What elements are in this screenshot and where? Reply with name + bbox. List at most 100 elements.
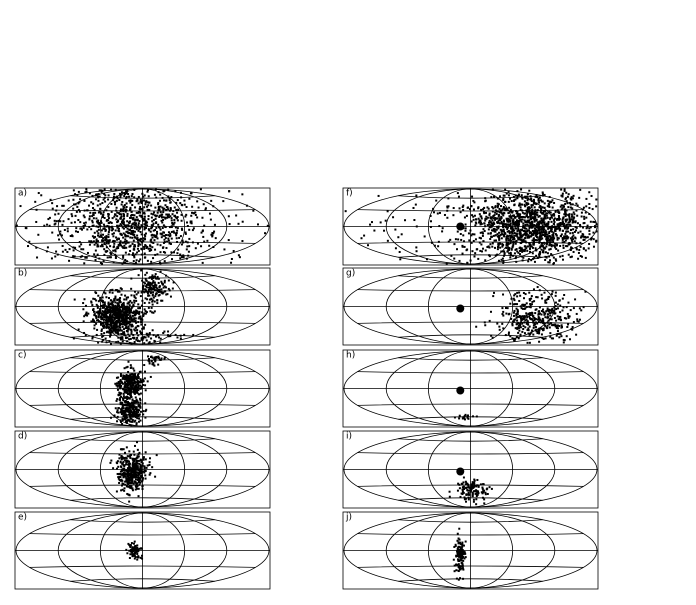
event-dot xyxy=(127,475,130,478)
event-dot xyxy=(129,409,132,412)
event-dot xyxy=(95,292,98,295)
event-dot xyxy=(190,222,193,225)
event-dot xyxy=(101,335,104,338)
event-dot xyxy=(576,214,579,217)
event-dot xyxy=(122,395,125,398)
event-dot xyxy=(124,233,127,236)
event-dot xyxy=(133,221,136,224)
event-dot xyxy=(135,200,138,203)
event-dot xyxy=(137,317,140,320)
event-dot xyxy=(28,240,31,243)
event-dot xyxy=(174,226,177,229)
event-dot xyxy=(557,327,560,330)
event-dot xyxy=(503,250,506,253)
event-dot xyxy=(117,394,120,397)
event-dot xyxy=(127,483,130,486)
event-dot xyxy=(447,205,450,208)
event-dot xyxy=(541,221,544,224)
event-dot xyxy=(108,226,111,229)
event-dot xyxy=(538,196,541,199)
event-dot xyxy=(48,216,51,219)
event-dot xyxy=(175,237,178,240)
event-dot xyxy=(544,251,547,254)
event-dot xyxy=(128,308,131,311)
event-dot xyxy=(595,223,598,226)
event-dot xyxy=(566,312,569,315)
event-dot xyxy=(516,190,519,193)
event-dot xyxy=(525,201,528,204)
event-dot xyxy=(498,237,501,240)
event-dot xyxy=(561,297,564,300)
event-dot xyxy=(505,225,508,228)
event-dot xyxy=(566,237,569,240)
event-dot xyxy=(235,214,238,217)
event-dot xyxy=(109,317,112,320)
event-dot xyxy=(543,291,546,294)
event-dot xyxy=(127,381,130,384)
event-dot xyxy=(552,240,555,243)
event-dot xyxy=(122,474,125,477)
event-dot xyxy=(119,382,122,385)
label-bg xyxy=(345,351,359,361)
event-dot xyxy=(571,197,574,200)
event-dot xyxy=(545,310,548,313)
event-dot xyxy=(538,306,541,309)
event-dot xyxy=(123,487,126,490)
event-dot xyxy=(530,303,533,306)
event-dot xyxy=(515,248,518,251)
event-dot xyxy=(111,229,114,232)
event-dot xyxy=(139,258,142,261)
event-dot xyxy=(534,217,537,220)
event-dot xyxy=(589,220,592,223)
event-dot xyxy=(122,399,125,402)
event-dot xyxy=(143,336,146,339)
event-dot xyxy=(150,212,153,215)
event-dot xyxy=(146,224,149,227)
event-dot xyxy=(538,317,541,320)
event-dot xyxy=(480,491,483,494)
event-dot xyxy=(154,340,157,343)
event-dot xyxy=(537,224,540,227)
event-dot xyxy=(169,335,172,338)
event-dot xyxy=(504,188,507,191)
event-dot xyxy=(532,326,535,329)
event-dot xyxy=(101,202,104,205)
event-dot xyxy=(148,249,151,252)
event-dot xyxy=(458,417,461,420)
event-dot xyxy=(139,378,142,381)
event-dot xyxy=(140,248,143,251)
event-dot xyxy=(129,456,132,459)
event-dot xyxy=(103,243,106,246)
event-dot xyxy=(72,189,75,192)
event-dot xyxy=(546,252,549,255)
event-dot xyxy=(166,206,169,209)
event-dot xyxy=(100,322,103,325)
event-dot xyxy=(551,206,554,209)
event-dot xyxy=(515,212,518,215)
event-dot xyxy=(88,204,91,207)
event-dot xyxy=(148,229,151,232)
event-dot xyxy=(539,318,542,321)
event-dot xyxy=(128,312,131,315)
event-dot xyxy=(105,326,108,329)
event-dot xyxy=(560,204,563,207)
event-dot xyxy=(124,418,127,421)
event-dot xyxy=(497,244,500,247)
event-dot xyxy=(102,227,105,230)
event-dot xyxy=(134,317,137,320)
event-dot xyxy=(561,218,564,221)
event-dot xyxy=(133,247,136,250)
event-dot xyxy=(100,220,103,223)
event-dot xyxy=(535,203,538,206)
event-dot xyxy=(114,229,117,232)
event-dot xyxy=(123,320,126,323)
event-dot xyxy=(142,337,145,340)
event-dot xyxy=(167,237,170,240)
event-dot xyxy=(123,459,126,462)
event-dot xyxy=(117,219,120,222)
event-dot xyxy=(383,229,386,232)
event-dot xyxy=(138,310,141,313)
event-dot xyxy=(132,381,135,384)
event-dot xyxy=(124,326,127,329)
event-dot xyxy=(540,293,543,296)
